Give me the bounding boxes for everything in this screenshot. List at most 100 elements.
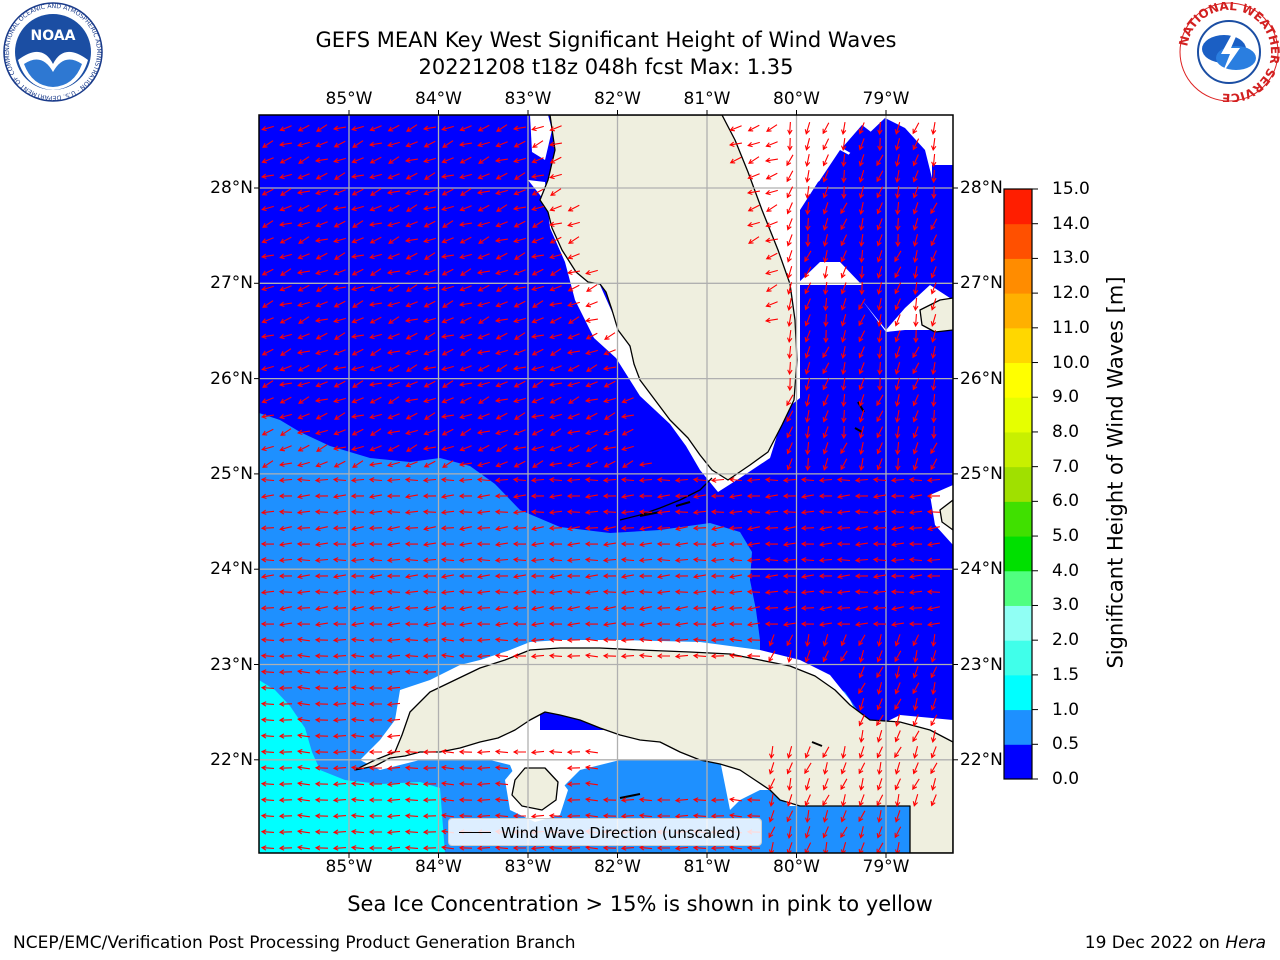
wind-wave-arrow — [350, 781, 365, 787]
wind-wave-arrow — [496, 284, 508, 292]
colorbar-tick-label: 5.0 — [1052, 526, 1080, 547]
wind-wave-arrow — [422, 749, 437, 755]
wind-wave-arrow — [368, 589, 383, 595]
wind-wave-arrow — [894, 826, 902, 839]
wind-wave-arrow — [746, 637, 761, 643]
lon-label-bottom: 85°W — [325, 857, 373, 877]
wind-wave-arrow — [458, 813, 473, 819]
wind-wave-arrow — [458, 477, 473, 483]
wind-wave-arrow — [692, 493, 707, 500]
lon-label-bottom: 83°W — [504, 857, 552, 877]
wind-wave-arrow — [260, 493, 275, 500]
wind-wave-arrow — [765, 221, 778, 228]
colorbar-swatch — [1004, 431, 1032, 468]
wind-wave-arrow — [405, 252, 418, 260]
wind-wave-arrow — [895, 217, 901, 232]
wind-wave-arrow — [747, 221, 760, 228]
wind-wave-arrow — [804, 426, 811, 440]
wind-wave-arrow — [908, 525, 923, 531]
wind-wave-arrow — [930, 314, 937, 327]
wind-wave-arrow — [656, 813, 670, 819]
wind-wave-arrow — [638, 589, 653, 595]
wind-wave-arrow — [765, 269, 778, 276]
wind-wave-arrow — [621, 428, 634, 436]
wind-wave-arrow — [368, 141, 382, 148]
wind-wave-arrow — [404, 621, 419, 627]
wind-wave-arrow — [531, 205, 544, 212]
svg-text:NOAA: NOAA — [31, 28, 76, 44]
wind-wave-arrow — [441, 188, 454, 196]
wind-wave-arrow — [764, 557, 779, 563]
wind-wave-arrow — [908, 573, 923, 580]
wind-wave-arrow — [404, 557, 419, 563]
wind-wave-arrow — [858, 426, 865, 439]
wind-wave-arrow — [278, 621, 292, 628]
wind-wave-arrow — [406, 364, 418, 372]
wind-wave-arrow — [494, 765, 509, 771]
wind-wave-arrow — [840, 634, 847, 647]
wind-wave-arrow — [858, 298, 866, 311]
wind-wave-arrow — [350, 477, 365, 483]
wind-wave-arrow — [568, 236, 580, 244]
wind-wave-arrow — [405, 332, 418, 340]
wind-wave-arrow — [566, 749, 581, 755]
wind-wave-arrow — [296, 589, 311, 595]
wind-wave-arrow — [422, 573, 437, 579]
wind-wave-arrow — [314, 237, 328, 244]
wind-wave-arrow — [333, 220, 346, 228]
wind-wave-arrow — [639, 525, 652, 532]
wind-wave-arrow — [656, 477, 671, 483]
wind-wave-arrow — [603, 605, 616, 612]
wind-wave-arrow — [548, 221, 562, 228]
wind-wave-arrow — [351, 317, 364, 324]
wind-wave-arrow — [854, 477, 869, 483]
wind-wave-arrow — [728, 589, 743, 595]
wind-wave-arrow — [786, 794, 793, 807]
wind-wave-arrow — [710, 477, 725, 483]
wind-wave-arrow — [728, 636, 742, 643]
wind-wave-arrow — [531, 348, 544, 356]
wind-wave-arrow — [260, 333, 274, 340]
wind-wave-arrow — [894, 650, 902, 663]
wind-wave-arrow — [333, 140, 346, 148]
colorbar-tick-label: 12.0 — [1052, 283, 1090, 304]
wind-wave-arrow — [584, 477, 599, 483]
wind-wave-arrow — [368, 541, 383, 547]
wind-wave-arrow — [768, 746, 775, 760]
wind-wave-arrow — [602, 797, 617, 803]
wind-wave-arrow — [567, 413, 580, 420]
wind-wave-arrow — [351, 348, 364, 356]
wind-wave-arrow — [314, 813, 329, 819]
wind-wave-arrow — [440, 589, 455, 595]
wind-wave-arrow — [494, 477, 509, 483]
wind-wave-arrow — [512, 845, 526, 851]
wind-wave-arrow — [458, 653, 473, 659]
wind-wave-arrow — [692, 573, 707, 580]
wind-wave-arrow — [823, 297, 829, 312]
colorbar-swatch — [1004, 640, 1032, 676]
wind-wave-arrow — [855, 525, 868, 532]
wind-wave-arrow — [567, 204, 580, 212]
wind-wave-arrow — [894, 330, 901, 343]
wind-wave-arrow — [296, 605, 311, 611]
wind-wave-arrow — [495, 252, 508, 260]
wind-wave-arrow — [930, 634, 937, 648]
wind-wave-arrow — [332, 525, 347, 531]
wind-wave-arrow — [930, 682, 937, 696]
colorbar-tick-label: 14.0 — [1052, 213, 1090, 234]
wind-wave-arrow — [876, 842, 884, 853]
wind-wave-arrow — [260, 701, 275, 707]
wind-wave-arrow — [858, 634, 866, 647]
wind-wave-arrow — [352, 460, 364, 468]
wind-wave-arrow — [476, 813, 491, 819]
wind-wave-arrow — [332, 621, 347, 627]
wind-wave-arrow — [334, 332, 346, 340]
wind-wave-arrow — [314, 717, 329, 723]
wind-wave-arrow — [913, 297, 919, 312]
wind-wave-arrow — [278, 765, 293, 771]
wind-wave-arrow — [314, 765, 329, 771]
wind-wave-arrow — [350, 813, 365, 819]
wind-wave-arrow — [728, 493, 743, 500]
wind-wave-arrow — [387, 301, 400, 308]
wind-wave-arrow — [279, 365, 292, 372]
